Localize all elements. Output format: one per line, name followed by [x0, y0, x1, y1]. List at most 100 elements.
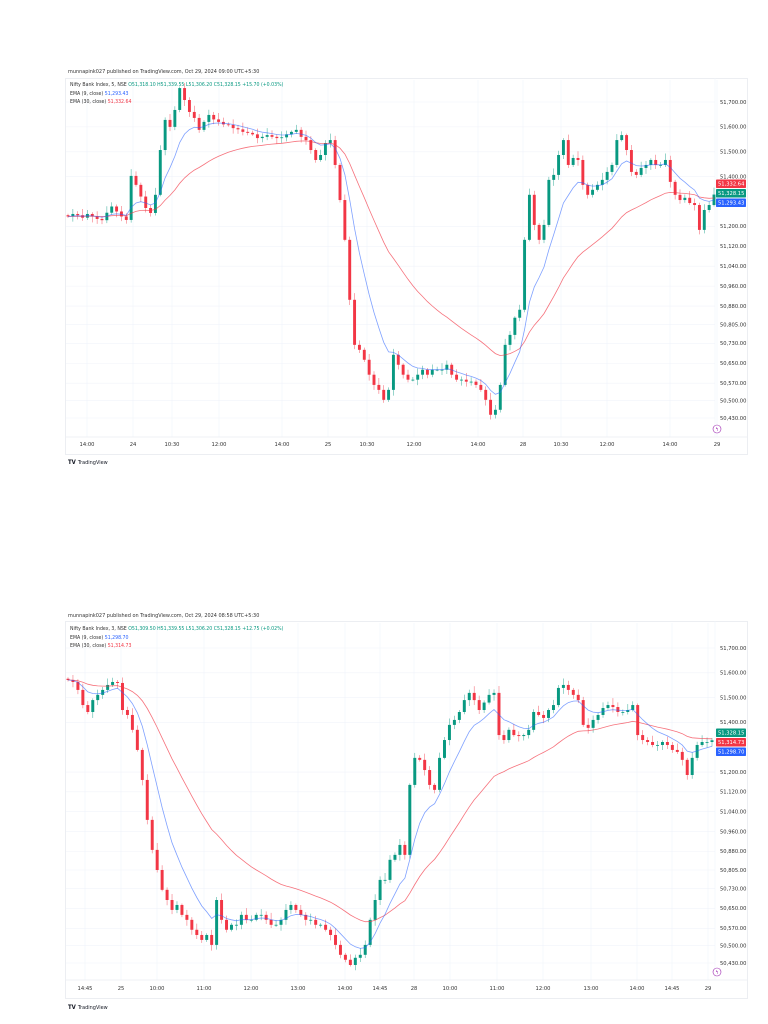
candle: [269, 912, 273, 929]
candle: [634, 169, 638, 179]
candle: [178, 86, 182, 113]
candle-body: [373, 900, 377, 920]
candle: [620, 131, 624, 142]
candle-body: [621, 711, 625, 713]
candle-body: [236, 128, 240, 130]
ema-fast-label[interactable]: EMA (9, close): [70, 634, 104, 641]
candle: [246, 127, 250, 136]
candle-body: [626, 710, 630, 712]
candle-body: [163, 119, 167, 151]
candle: [241, 122, 245, 136]
candle: [644, 160, 648, 174]
candle-body: [615, 140, 619, 165]
candle: [600, 172, 604, 191]
candle: [707, 201, 711, 213]
candle-body: [358, 954, 362, 958]
price-badge: [716, 179, 746, 189]
lightning-icon[interactable]: [712, 967, 722, 977]
ema-fast-label[interactable]: EMA (9, close): [70, 90, 104, 97]
candle-body: [440, 369, 444, 371]
candle-body: [571, 689, 575, 695]
candle: [150, 816, 154, 854]
candle-body: [101, 689, 105, 695]
candle-body: [334, 934, 337, 945]
candle-body: [338, 944, 342, 955]
candle: [629, 145, 633, 177]
candle: [328, 133, 332, 148]
candle-body: [532, 194, 536, 225]
candle-body: [547, 179, 551, 225]
ema-slow-label[interactable]: EMA (30, close): [70, 643, 107, 649]
candle-body: [260, 136, 264, 139]
candle: [299, 127, 303, 143]
lightning-icon[interactable]: [712, 424, 722, 434]
publisher-line: munnapink027 published on TradingView.co…: [68, 69, 260, 75]
candle-body: [498, 384, 502, 410]
symbol-label[interactable]: Nifty Bank Index, 3, NSE: [70, 626, 127, 632]
candle: [90, 212, 94, 223]
ema-fast-value: 51,293.43: [104, 90, 129, 97]
candle-body: [551, 705, 555, 711]
candle-body: [145, 779, 149, 820]
candle-body: [205, 934, 209, 940]
candle-body: [178, 88, 182, 110]
candle-body: [353, 299, 357, 345]
ema-slow-label[interactable]: EMA (30, close): [70, 99, 107, 105]
price-badge: [716, 189, 746, 198]
ema-fast-value: 51,298.70: [104, 634, 129, 641]
candle-body: [660, 742, 664, 745]
candle: [158, 145, 162, 197]
candle-body: [512, 729, 516, 736]
candle-body: [96, 694, 100, 701]
candle: [334, 928, 337, 950]
candle-body: [217, 119, 221, 122]
candle-body: [532, 711, 536, 730]
candle: [616, 702, 620, 717]
price-badge: [716, 728, 746, 738]
candle: [367, 354, 371, 381]
candle: [611, 698, 615, 713]
price-badge-text: 51,293.43: [718, 201, 744, 207]
candle-body: [299, 909, 303, 915]
candle-body: [294, 129, 298, 132]
y-tick-label: 51,700.00: [720, 100, 746, 106]
candle-body: [452, 719, 456, 725]
symbol-label[interactable]: Nifty Bank Index, 5, NSE: [70, 82, 127, 88]
chart-2[interactable]: 51,700.00 51,600.00 51,500.00 51,400.00 51,2…: [66, 621, 747, 992]
candle: [66, 677, 70, 682]
candle: [170, 894, 174, 915]
candle: [413, 752, 417, 788]
candle: [387, 387, 391, 402]
publisher-line: munnapink027 published on TradingView.co…: [68, 613, 260, 619]
candle: [353, 293, 357, 350]
candle-body: [274, 924, 278, 926]
candle: [561, 678, 565, 694]
candle: [455, 369, 459, 382]
x-tick-label: 29: [705, 986, 712, 992]
candle-body: [665, 742, 669, 745]
x-tick-label: 10:00: [443, 986, 458, 992]
candle-body: [110, 206, 114, 213]
candle: [408, 783, 412, 859]
candle-body: [259, 914, 263, 916]
candle-body: [576, 694, 580, 701]
y-tick-label: 51,400.00: [720, 174, 746, 180]
candle: [668, 155, 672, 188]
candle-body: [518, 309, 522, 318]
candle: [401, 363, 405, 379]
candle-body: [220, 900, 224, 920]
candle: [571, 687, 575, 699]
candle-body: [611, 705, 615, 708]
ema-slow-value: 51,314.73: [107, 643, 132, 649]
candle: [343, 194, 347, 242]
chart-1[interactable]: 51,700.00 51,600.00 51,500.00 51,400.00 51,2…: [66, 78, 747, 448]
candle: [551, 699, 555, 714]
candle: [348, 954, 352, 967]
candle-body: [387, 389, 391, 400]
candle-body: [581, 159, 585, 185]
candle-body: [285, 134, 289, 138]
candle: [700, 735, 704, 747]
candle-body: [631, 705, 635, 711]
candle-body: [309, 919, 313, 921]
